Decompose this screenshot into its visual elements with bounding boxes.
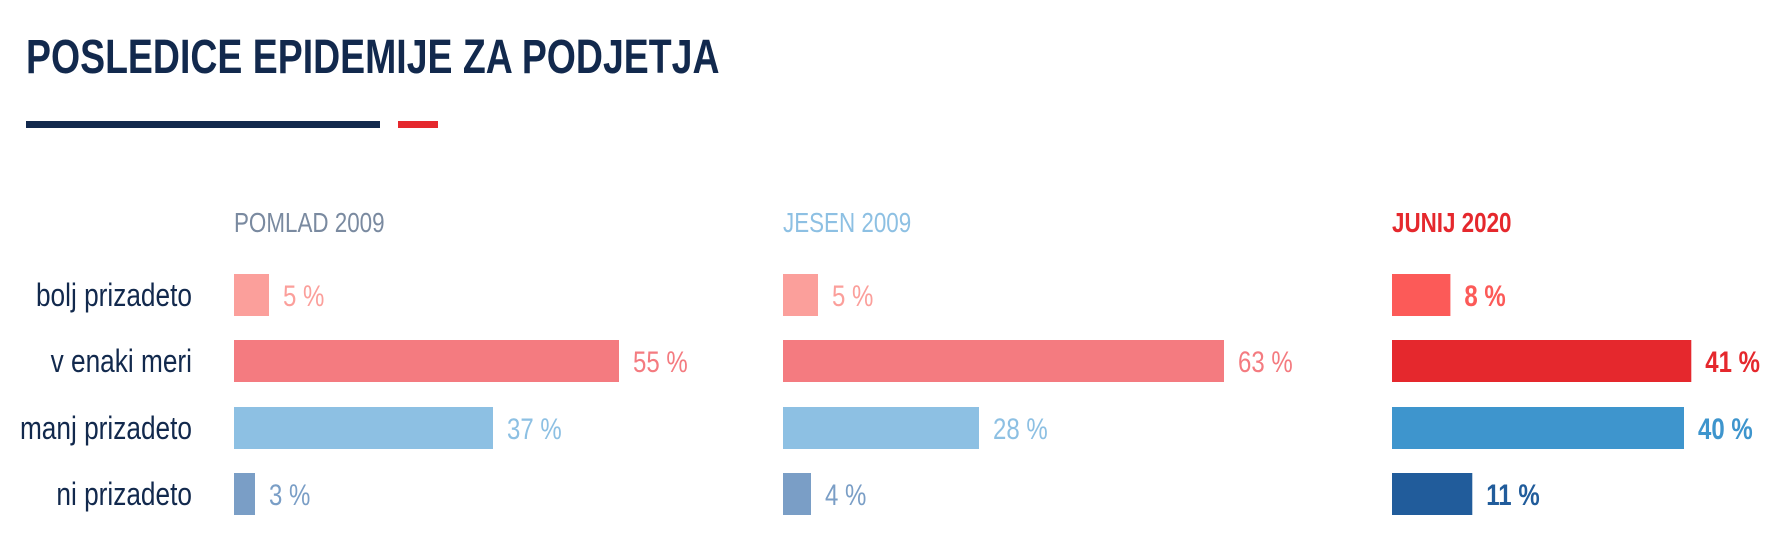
data-label: 28 % (993, 411, 1048, 445)
data-label: 11 % (1486, 477, 1539, 511)
title-underline-red (398, 121, 438, 128)
category-label: manj prizadeto (20, 412, 192, 447)
bar (783, 407, 979, 449)
bar (234, 407, 493, 449)
panel-title: JUNIJ 2020 (1392, 208, 1512, 239)
panel-title: JESEN 2009 (783, 208, 911, 239)
bar (1392, 274, 1451, 316)
bar (1392, 407, 1684, 449)
data-label: 37 % (507, 411, 562, 445)
chart-title: POSLEDICE EPIDEMIJE ZA PODJETJA (26, 31, 720, 84)
bar (783, 473, 811, 515)
bar (234, 274, 269, 316)
bar (1392, 473, 1473, 515)
panel-title: POMLAD 2009 (234, 208, 385, 239)
data-label: 41 % (1705, 344, 1760, 378)
data-label: 40 % (1698, 411, 1753, 445)
data-label: 8 % (1464, 278, 1505, 312)
bar (783, 340, 1224, 382)
title-underline-navy (26, 121, 380, 128)
bar (783, 274, 818, 316)
bar (1392, 340, 1692, 382)
data-label: 4 % (825, 477, 866, 511)
category-label: v enaki meri (51, 345, 192, 380)
bar (234, 473, 255, 515)
bar (234, 340, 619, 382)
data-label: 5 % (832, 278, 873, 312)
data-label: 55 % (633, 344, 688, 378)
category-label: bolj prizadeto (36, 279, 192, 314)
data-label: 3 % (269, 477, 310, 511)
data-label: 5 % (283, 278, 324, 312)
data-label: 63 % (1238, 344, 1293, 378)
category-label: ni prizadeto (56, 478, 192, 513)
